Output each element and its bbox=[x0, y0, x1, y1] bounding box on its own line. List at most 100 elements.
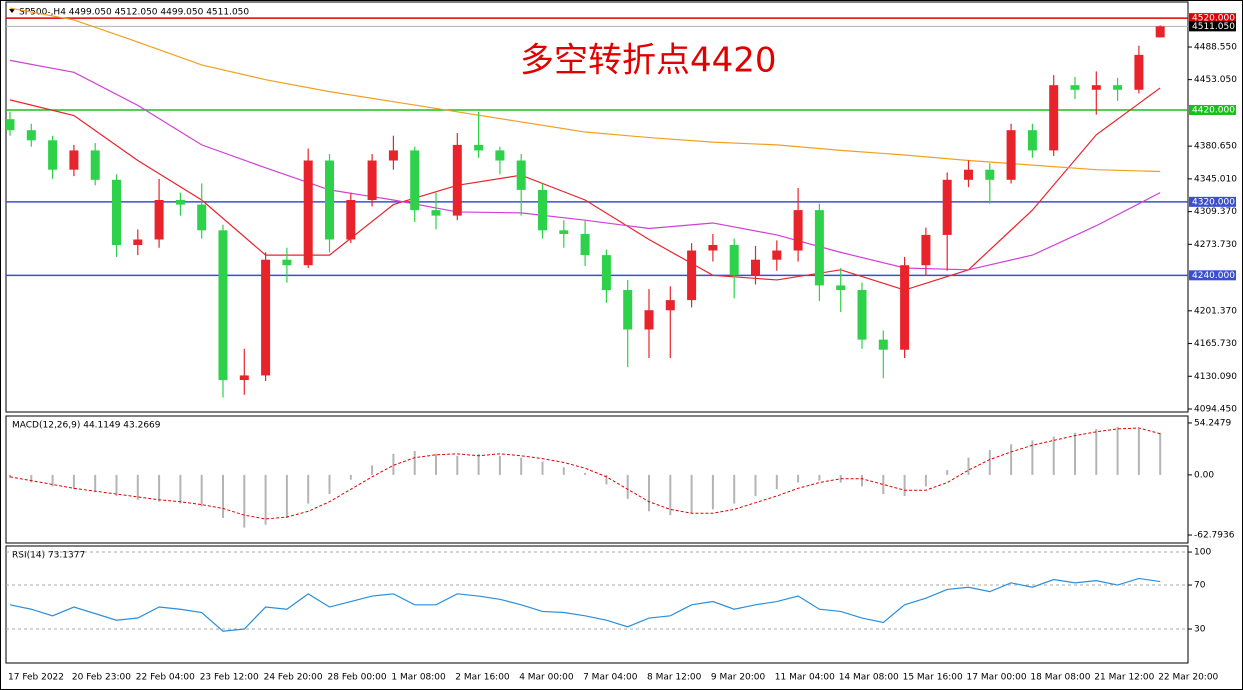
level-box bbox=[1189, 270, 1236, 281]
candle-body bbox=[154, 200, 164, 240]
y-tick-label: 4345.010 bbox=[1194, 174, 1237, 184]
x-tick-label: 8 Mar 12:00 bbox=[647, 673, 702, 683]
candle-body bbox=[175, 200, 185, 205]
candle-body bbox=[410, 150, 420, 211]
y-tick-label: -62.7936 bbox=[1194, 531, 1235, 541]
candle-body bbox=[48, 140, 58, 170]
candle-body bbox=[452, 144, 462, 216]
candle-body bbox=[1155, 26, 1165, 38]
candle-body bbox=[1091, 85, 1101, 90]
menu-arrow bbox=[9, 9, 15, 13]
y-tick-label: 4488.550 bbox=[1194, 43, 1237, 53]
y-tick-label: 70 bbox=[1194, 581, 1206, 591]
last-price-box bbox=[1189, 21, 1236, 32]
candle-body bbox=[346, 200, 356, 240]
candle-body bbox=[367, 160, 377, 201]
x-tick-label: 9 Mar 20:00 bbox=[711, 673, 766, 683]
candle-body bbox=[495, 150, 505, 161]
macd-panel bbox=[5, 415, 1189, 544]
last-price-label: 4511.050 bbox=[1192, 22, 1235, 32]
rsi-header: RSI(14) 73.1377 bbox=[12, 551, 85, 561]
candle-body bbox=[1134, 54, 1144, 90]
x-tick-label: 1 Mar 08:00 bbox=[391, 673, 446, 683]
y-tick-label: 0.00 bbox=[1194, 470, 1214, 480]
level-box bbox=[1189, 196, 1236, 207]
candle-body bbox=[303, 160, 313, 266]
candle-body bbox=[1049, 85, 1059, 151]
candle-body bbox=[516, 160, 526, 190]
x-tick-label: 22 Feb 04:00 bbox=[136, 673, 195, 683]
x-tick-label: 4 Mar 00:00 bbox=[519, 673, 574, 683]
x-tick-label: 17 Mar 00:00 bbox=[967, 673, 1027, 683]
candle-body bbox=[772, 250, 782, 260]
candle-body bbox=[218, 230, 228, 381]
candle-body bbox=[431, 210, 441, 216]
candle-body bbox=[1006, 130, 1016, 180]
candle-body bbox=[559, 230, 569, 234]
level-label: 4520.000 bbox=[1192, 14, 1235, 24]
candle-body bbox=[197, 204, 207, 231]
candle-body bbox=[644, 310, 654, 330]
y-tick-label: 4309.370 bbox=[1194, 207, 1237, 217]
candle-body bbox=[601, 255, 611, 291]
candle-body bbox=[985, 169, 995, 180]
candle-body bbox=[942, 179, 952, 235]
candle-body bbox=[878, 339, 888, 350]
level-box bbox=[1189, 13, 1236, 24]
y-tick-label: 4130.090 bbox=[1194, 372, 1237, 382]
x-tick-label: 22 Mar 20:00 bbox=[1158, 673, 1218, 683]
y-tick-label: 30 bbox=[1194, 625, 1206, 635]
y-tick-label: 4165.730 bbox=[1194, 339, 1237, 349]
level-label: 4240.000 bbox=[1192, 271, 1235, 281]
candle-body bbox=[793, 210, 803, 251]
candle-body bbox=[900, 265, 910, 350]
candle-body bbox=[921, 234, 931, 266]
x-tick-label: 14 Mar 08:00 bbox=[839, 673, 899, 683]
y-tick-label: 4273.730 bbox=[1194, 240, 1237, 250]
annotation: 多空转折点4420 bbox=[520, 41, 777, 81]
macd-header: MACD(12,26,9) 44.1149 43.2669 bbox=[12, 421, 161, 431]
candle-body bbox=[133, 239, 143, 246]
x-tick-label: 23 Feb 12:00 bbox=[200, 673, 259, 683]
candle-body bbox=[90, 150, 100, 180]
y-tick-label: 4201.370 bbox=[1194, 306, 1237, 316]
candle-body bbox=[538, 189, 547, 231]
rsi-panel bbox=[5, 545, 1189, 664]
x-tick-label: 11 Mar 04:00 bbox=[775, 673, 835, 683]
y-tick-label: 4380.650 bbox=[1194, 142, 1237, 152]
candle-body bbox=[665, 300, 675, 311]
y-tick-label: 54.2479 bbox=[1194, 418, 1231, 428]
x-tick-label: 21 Mar 12:00 bbox=[1094, 673, 1154, 683]
candle-body bbox=[261, 259, 271, 376]
candle-body bbox=[6, 119, 15, 131]
candle-body bbox=[325, 160, 334, 240]
candle-body bbox=[1027, 130, 1037, 151]
x-tick-label: 24 Feb 20:00 bbox=[264, 673, 323, 683]
candle-body bbox=[623, 290, 633, 330]
y-tick-label: 4453.050 bbox=[1194, 75, 1237, 85]
candle-body bbox=[239, 375, 249, 381]
candle-body bbox=[708, 245, 718, 251]
level-box bbox=[1189, 104, 1236, 115]
candle-body bbox=[857, 290, 867, 340]
x-tick-label: 18 Mar 08:00 bbox=[1030, 673, 1090, 683]
candle-body bbox=[388, 150, 398, 161]
candle-body bbox=[687, 250, 697, 301]
level-label: 4320.000 bbox=[1192, 197, 1235, 207]
y-tick-label: 4094.450 bbox=[1194, 405, 1237, 415]
x-tick-label: 20 Feb 23:00 bbox=[72, 673, 131, 683]
candle-body bbox=[282, 259, 292, 266]
level-label: 4420.000 bbox=[1192, 105, 1235, 115]
plot-area bbox=[9, 427, 1162, 528]
plot-area bbox=[6, 7, 1188, 398]
x-tick-label: 28 Feb 00:00 bbox=[328, 673, 387, 683]
candle-body bbox=[474, 144, 484, 151]
candle-body bbox=[836, 285, 846, 291]
candle-body bbox=[26, 130, 36, 141]
candle-body bbox=[69, 150, 79, 170]
x-tick-label: 17 Feb 2022 bbox=[8, 673, 64, 683]
candle-body bbox=[751, 259, 760, 276]
candle-body bbox=[814, 210, 824, 286]
